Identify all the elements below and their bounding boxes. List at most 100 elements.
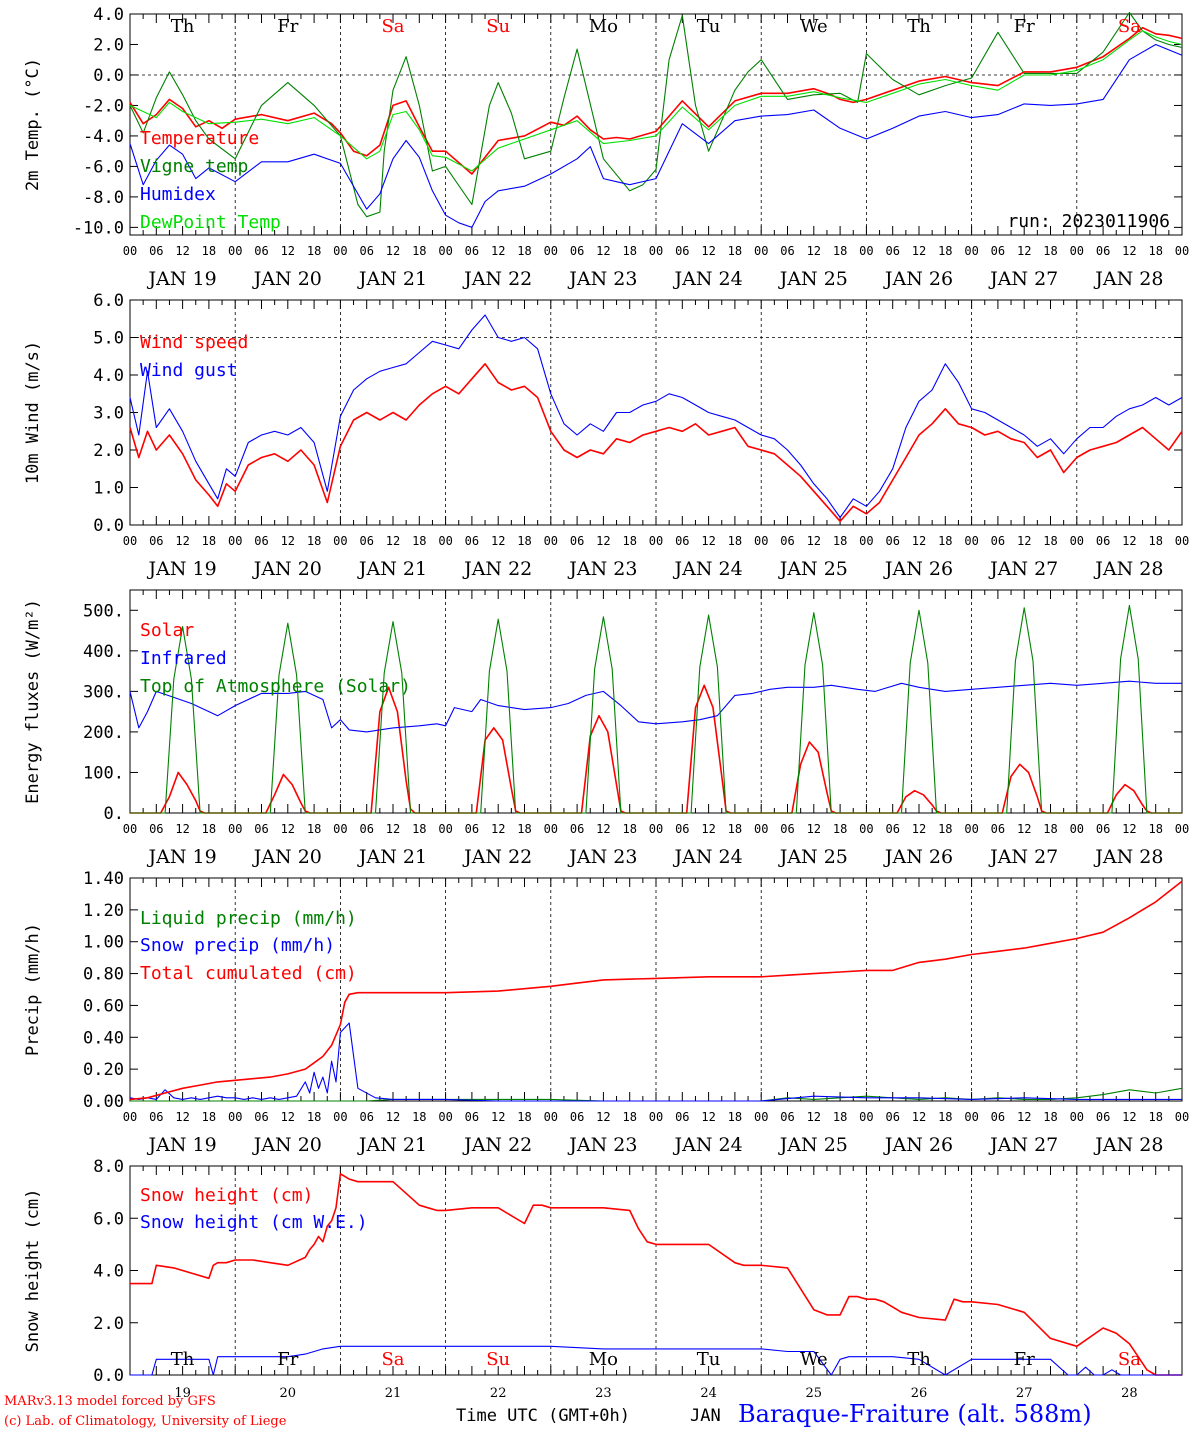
date-label: JAN 23 <box>567 1134 637 1156</box>
hour-tick-label: 00 <box>228 244 242 258</box>
day-label: Su <box>486 16 510 37</box>
hour-tick-label: 18 <box>412 822 426 836</box>
day-number-label: 22 <box>490 1386 507 1401</box>
hour-tick-label: 18 <box>1148 534 1162 548</box>
day-label: Th <box>907 1349 931 1370</box>
hour-tick-label: 18 <box>412 1110 426 1124</box>
hour-tick-label: 06 <box>570 244 584 258</box>
hour-tick-label: 12 <box>912 822 926 836</box>
date-label: JAN 22 <box>462 558 532 580</box>
hour-tick-label: 00 <box>1175 822 1189 836</box>
hour-tick-label: 18 <box>622 1110 636 1124</box>
y-tick-label: 0. <box>104 804 124 824</box>
date-label: JAN 21 <box>357 846 427 868</box>
date-label: JAN 26 <box>883 846 953 868</box>
panel-4: 0.00 0.20 0.40 0.60 0.80 1.00 1.20 1.40 Precip (… <box>23 869 1189 1156</box>
hour-tick-label: 12 <box>175 822 189 836</box>
date-label: JAN 20 <box>252 558 322 580</box>
legend-entry: Total cumulated (cm) <box>140 963 357 984</box>
hour-tick-label: 06 <box>359 822 373 836</box>
hour-tick-label: 00 <box>754 534 768 548</box>
date-label: JAN 27 <box>988 268 1058 290</box>
date-label: JAN 23 <box>567 846 637 868</box>
hour-tick-label: 18 <box>307 244 321 258</box>
hour-tick-label: 12 <box>1122 822 1136 836</box>
y-axis-title: Precip (mm/h) <box>23 923 43 1056</box>
hour-tick-label: 06 <box>149 244 163 258</box>
hour-tick-label: 18 <box>1148 1110 1162 1124</box>
date-label: JAN 28 <box>1093 1134 1163 1156</box>
date-label: JAN 26 <box>883 1134 953 1156</box>
hour-tick-label: 00 <box>964 1110 978 1124</box>
legend-entry: Infrared <box>140 648 227 669</box>
date-label: JAN 26 <box>883 558 953 580</box>
hour-tick-label: 18 <box>517 822 531 836</box>
date-label: JAN 24 <box>673 846 743 868</box>
hour-tick-label: 12 <box>807 1110 821 1124</box>
hour-tick-label: 18 <box>833 534 847 548</box>
hour-tick-label: 12 <box>281 1110 295 1124</box>
y-tick-label: 4.0 <box>93 5 124 25</box>
date-label: JAN 27 <box>988 558 1058 580</box>
hour-tick-label: 18 <box>517 534 531 548</box>
date-label: JAN 28 <box>1093 558 1163 580</box>
y-tick-label: 6.0 <box>93 291 124 311</box>
legend-entry: DewPoint Temp <box>140 212 281 233</box>
panel-1: -10.0 -8.0 -6.0 -4.0 -2.0 0.0 2.0 4.0 2m Temp. (… <box>23 5 1189 290</box>
hour-tick-label: 12 <box>1017 534 1031 548</box>
hour-tick-label: 06 <box>149 534 163 548</box>
hour-tick-label: 18 <box>412 244 426 258</box>
day-number-label: 28 <box>1121 1386 1138 1401</box>
y-tick-label: 200. <box>83 723 124 743</box>
hour-tick-label: 06 <box>359 1110 373 1124</box>
series-wind-speed <box>129 362 1183 523</box>
station-name: Baraque-Fraiture (alt. 588m) <box>738 1400 1092 1428</box>
hour-tick-label: 06 <box>885 822 899 836</box>
hour-tick-label: 12 <box>807 244 821 258</box>
hour-tick-label: 06 <box>675 1110 689 1124</box>
hour-tick-label: 00 <box>438 822 452 836</box>
hour-tick-label: 00 <box>123 244 137 258</box>
y-tick-label: 400. <box>83 642 124 662</box>
hour-tick-label: 06 <box>254 822 268 836</box>
hour-tick-label: 06 <box>465 244 479 258</box>
hour-tick-label: 18 <box>1148 822 1162 836</box>
series-vigne-temp <box>129 11 1183 218</box>
hour-tick-label: 00 <box>859 534 873 548</box>
hour-tick-label: 00 <box>1070 1110 1084 1124</box>
y-tick-label: 0.80 <box>83 965 124 985</box>
hour-tick-label: 18 <box>1043 822 1057 836</box>
legend-entry: Vigne temp <box>140 156 248 177</box>
hour-tick-label: 00 <box>1175 1110 1189 1124</box>
y-axis-title: 2m Temp. (°C) <box>23 58 43 191</box>
hour-tick-label: 00 <box>333 1110 347 1124</box>
hour-tick-label: 12 <box>1122 244 1136 258</box>
date-label: JAN 26 <box>883 268 953 290</box>
hour-tick-label: 06 <box>780 244 794 258</box>
hour-tick-label: 18 <box>938 244 952 258</box>
hour-tick-label: 00 <box>333 244 347 258</box>
hour-tick-label: 12 <box>386 534 400 548</box>
date-label: JAN 21 <box>357 1134 427 1156</box>
hour-tick-label: 00 <box>859 244 873 258</box>
day-label: Fr <box>1014 1349 1035 1370</box>
hour-tick-label: 12 <box>281 534 295 548</box>
hour-tick-label: 18 <box>728 822 742 836</box>
date-label: JAN 21 <box>357 558 427 580</box>
hour-tick-label: 18 <box>307 1110 321 1124</box>
y-tick-label: 4.0 <box>93 1262 124 1282</box>
hour-tick-label: 06 <box>885 534 899 548</box>
hour-tick-label: 12 <box>912 1110 926 1124</box>
hour-tick-label: 06 <box>254 1110 268 1124</box>
hour-tick-label: 18 <box>202 822 216 836</box>
legend-entry: Snow precip (mm/h) <box>140 935 335 956</box>
hour-tick-label: 12 <box>386 822 400 836</box>
date-label: JAN 27 <box>988 846 1058 868</box>
hour-tick-label: 12 <box>1122 1110 1136 1124</box>
hour-tick-label: 18 <box>938 1110 952 1124</box>
hour-tick-label: 00 <box>123 534 137 548</box>
y-tick-label: 5.0 <box>93 329 124 349</box>
y-tick-label: 2.0 <box>93 1314 124 1334</box>
hour-tick-label: 00 <box>438 534 452 548</box>
hour-tick-label: 12 <box>912 244 926 258</box>
